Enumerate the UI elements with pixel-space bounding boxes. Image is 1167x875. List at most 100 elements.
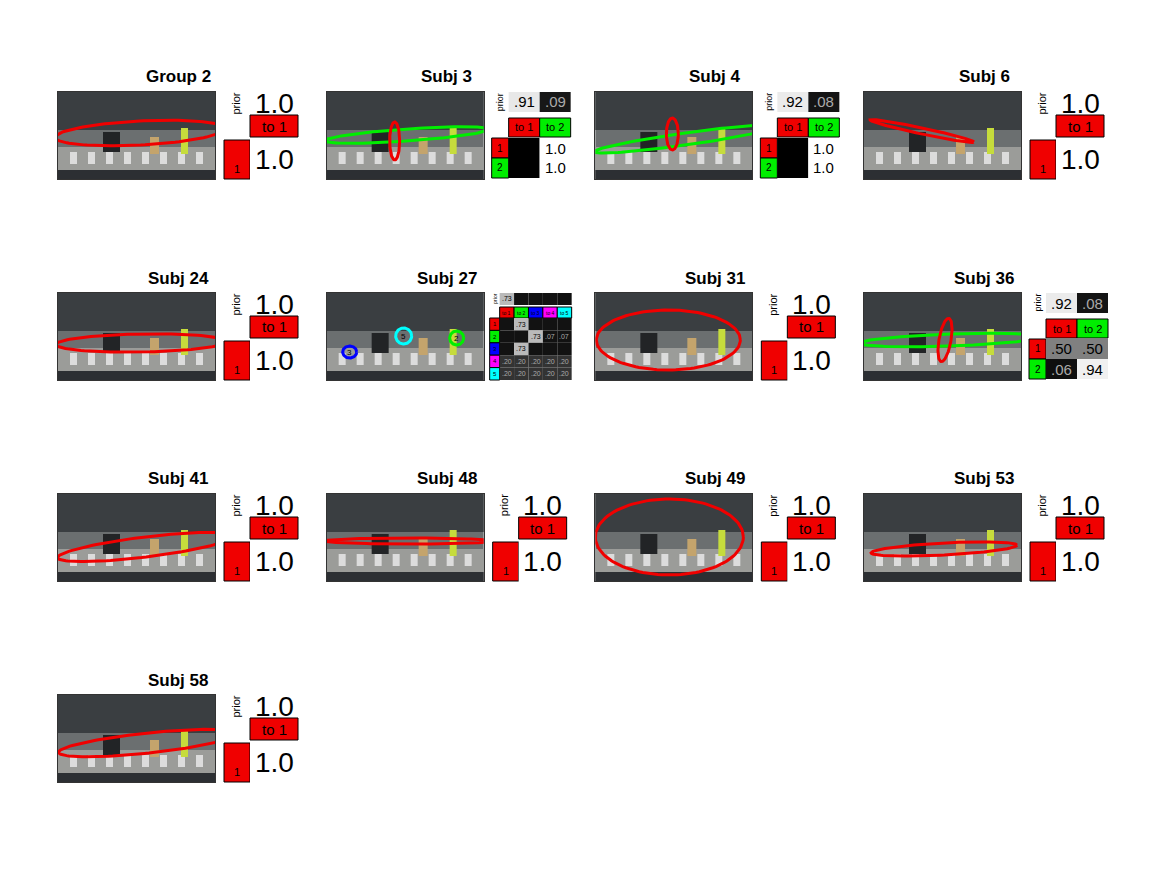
- svg-text:prior: prior: [498, 494, 510, 516]
- svg-text:1: 1: [771, 565, 777, 577]
- svg-text:1.0: 1.0: [255, 144, 294, 175]
- svg-text:to 1: to 1: [799, 318, 824, 335]
- svg-text:1: 1: [234, 565, 240, 577]
- svg-text:1: 1: [497, 143, 503, 154]
- svg-text:prior: prior: [230, 92, 242, 114]
- svg-text:2: 2: [454, 334, 459, 343]
- svg-text:1.0: 1.0: [255, 289, 294, 320]
- svg-text:2: 2: [493, 334, 497, 340]
- svg-text:1.0: 1.0: [1061, 144, 1100, 175]
- svg-text:.07: .07: [545, 333, 555, 340]
- svg-text:to 1: to 1: [1053, 323, 1071, 335]
- svg-text:Subj 48: Subj 48: [417, 469, 477, 488]
- svg-text:1: 1: [234, 364, 240, 376]
- svg-text:1.0: 1.0: [255, 490, 294, 521]
- svg-text:1: 1: [771, 364, 777, 376]
- svg-text:Subj 4: Subj 4: [689, 67, 741, 86]
- svg-text:1.0: 1.0: [255, 691, 294, 722]
- svg-text:1.0: 1.0: [792, 289, 831, 320]
- svg-text:.20: .20: [531, 370, 541, 377]
- svg-text:prior: prior: [1036, 92, 1048, 114]
- svg-text:.91: .91: [514, 93, 535, 110]
- svg-text:to 5: to 5: [560, 310, 569, 316]
- svg-text:3: 3: [347, 348, 352, 357]
- svg-text:1: 1: [766, 143, 772, 154]
- svg-text:4: 4: [493, 358, 497, 364]
- svg-text:.20: .20: [559, 370, 569, 377]
- svg-text:Subj 3: Subj 3: [421, 67, 472, 86]
- svg-text:Subj 36: Subj 36: [954, 269, 1014, 288]
- svg-text:to 2: to 2: [517, 310, 526, 316]
- svg-text:.20: .20: [531, 358, 541, 365]
- svg-text:.73: .73: [531, 333, 541, 340]
- svg-text:.92: .92: [1051, 295, 1072, 312]
- svg-text:.20: .20: [516, 358, 526, 365]
- svg-text:to 1: to 1: [1068, 520, 1093, 537]
- svg-text:Subj 49: Subj 49: [685, 469, 745, 488]
- svg-text:1.0: 1.0: [545, 159, 566, 176]
- svg-text:prior: prior: [230, 293, 242, 315]
- svg-text:to 1: to 1: [784, 121, 802, 133]
- svg-text:1.0: 1.0: [255, 747, 294, 778]
- svg-text:Subj 41: Subj 41: [148, 469, 208, 488]
- svg-text:prior: prior: [1036, 494, 1048, 516]
- svg-text:to 1: to 1: [262, 721, 287, 738]
- svg-text:2: 2: [766, 162, 772, 173]
- svg-text:1: 1: [503, 565, 509, 577]
- svg-text:prior: prior: [495, 93, 505, 111]
- svg-text:.50: .50: [1051, 340, 1072, 357]
- svg-text:3: 3: [493, 346, 497, 352]
- svg-text:prior: prior: [230, 695, 242, 717]
- svg-text:5: 5: [401, 332, 406, 341]
- svg-text:Subj 24: Subj 24: [148, 269, 209, 288]
- svg-text:1.0: 1.0: [792, 490, 831, 521]
- svg-text:.20: .20: [502, 370, 512, 377]
- svg-text:.94: .94: [1082, 361, 1103, 378]
- svg-text:.73: .73: [502, 295, 512, 302]
- svg-text:1.0: 1.0: [255, 88, 294, 119]
- svg-text:to 1: to 1: [530, 520, 555, 537]
- svg-text:1: 1: [234, 163, 240, 175]
- svg-text:2: 2: [1035, 364, 1041, 375]
- svg-text:prior: prior: [492, 293, 498, 303]
- svg-text:.08: .08: [813, 93, 834, 110]
- svg-text:1.0: 1.0: [523, 490, 562, 521]
- svg-text:.07: .07: [559, 333, 569, 340]
- svg-text:1.0: 1.0: [813, 140, 834, 157]
- svg-text:to 3: to 3: [531, 310, 540, 316]
- svg-text:1.0: 1.0: [792, 345, 831, 376]
- svg-text:.20: .20: [545, 370, 555, 377]
- svg-text:1.0: 1.0: [1061, 546, 1100, 577]
- svg-text:to 2: to 2: [1084, 323, 1102, 335]
- svg-text:Subj 27: Subj 27: [417, 269, 477, 288]
- svg-text:prior: prior: [767, 494, 779, 516]
- svg-text:1.0: 1.0: [255, 345, 294, 376]
- svg-text:.08: .08: [1082, 295, 1103, 312]
- svg-text:.92: .92: [782, 93, 803, 110]
- svg-text:2: 2: [497, 162, 503, 173]
- svg-text:Subj 31: Subj 31: [685, 269, 745, 288]
- svg-text:to 2: to 2: [546, 121, 564, 133]
- svg-text:.20: .20: [559, 358, 569, 365]
- svg-text:1.0: 1.0: [523, 546, 562, 577]
- svg-text:1.0: 1.0: [1061, 88, 1100, 119]
- svg-text:Group 2: Group 2: [146, 67, 211, 86]
- svg-text:1: 1: [1040, 163, 1046, 175]
- svg-text:.20: .20: [516, 370, 526, 377]
- svg-text:to 4: to 4: [546, 310, 555, 316]
- svg-text:1: 1: [493, 321, 497, 327]
- svg-text:5: 5: [493, 371, 497, 377]
- svg-text:1.0: 1.0: [255, 546, 294, 577]
- svg-text:to 1: to 1: [262, 118, 287, 135]
- svg-text:1: 1: [1035, 343, 1041, 354]
- svg-text:to 1: to 1: [502, 310, 511, 316]
- svg-text:.06: .06: [1051, 361, 1072, 378]
- svg-text:to 1: to 1: [515, 121, 533, 133]
- svg-text:1.0: 1.0: [792, 546, 831, 577]
- svg-text:.50: .50: [1082, 340, 1103, 357]
- svg-text:.09: .09: [545, 93, 566, 110]
- svg-text:prior: prior: [230, 494, 242, 516]
- svg-text:.73: .73: [516, 321, 526, 328]
- svg-text:.73: .73: [516, 345, 526, 352]
- svg-text:to 1: to 1: [1068, 118, 1093, 135]
